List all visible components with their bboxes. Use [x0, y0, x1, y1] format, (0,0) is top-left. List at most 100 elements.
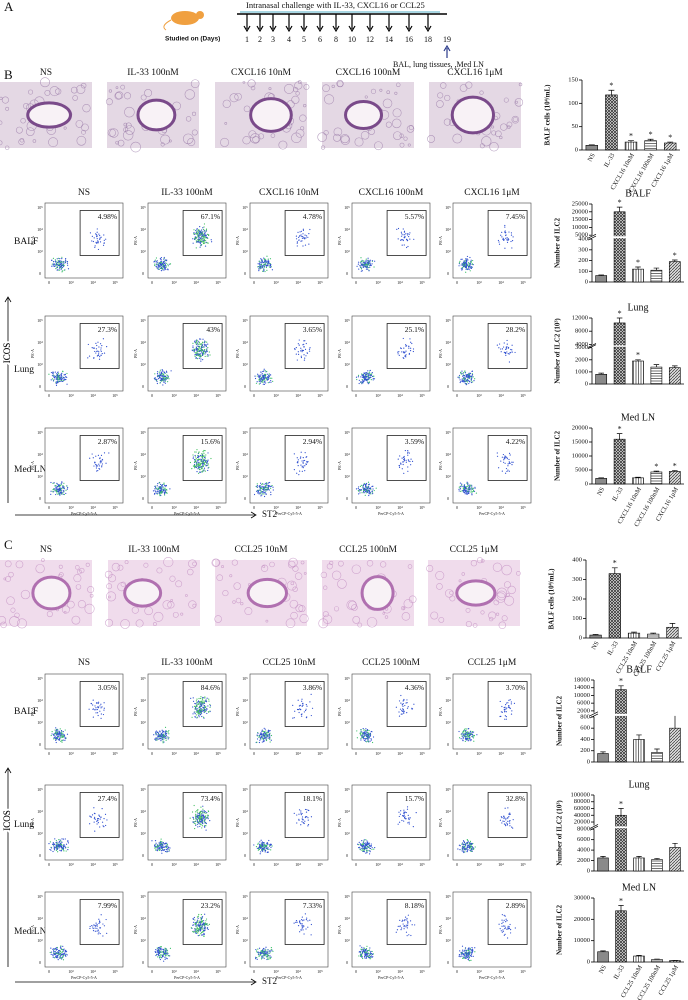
flow-tick: 10³ [344, 474, 350, 479]
event-dot [261, 380, 262, 381]
event-dot [204, 810, 205, 811]
flow-tick: 10⁵ [242, 676, 248, 681]
event-dot [368, 264, 369, 265]
event-dot [94, 462, 95, 463]
event-dot [401, 351, 402, 352]
event-dot [272, 381, 273, 382]
event-dot [57, 489, 58, 490]
event-dot [357, 737, 358, 738]
event-dot [365, 379, 366, 380]
event-dot [403, 338, 404, 339]
event-dot [52, 372, 53, 373]
event-dot [96, 821, 97, 822]
event-dot [301, 351, 302, 352]
event-dot [368, 850, 369, 851]
event-dot [59, 735, 60, 736]
event-dot [464, 487, 465, 488]
event-dot [50, 494, 51, 495]
event-dot [61, 257, 62, 258]
event-dot [55, 729, 56, 730]
event-dot [399, 467, 400, 468]
event-dot [465, 741, 466, 742]
event-dot [260, 372, 261, 373]
event-dot [97, 232, 98, 233]
event-dot [507, 237, 508, 238]
event-dot [195, 811, 196, 812]
event-dot [271, 486, 272, 487]
event-dot [164, 372, 165, 373]
event-dot [505, 349, 506, 350]
event-dot [464, 261, 465, 262]
event-dot [94, 813, 95, 814]
event-dot [263, 491, 264, 492]
flow-tick: 0 [447, 742, 449, 747]
event-dot [100, 343, 101, 344]
event-dot [362, 844, 363, 845]
event-dot [504, 225, 505, 226]
event-dot [54, 490, 55, 491]
event-dot [162, 370, 163, 371]
event-dot [57, 491, 58, 492]
event-dot [61, 740, 62, 741]
event-dot [273, 489, 274, 490]
flow-axis-label: PE-A [30, 461, 35, 470]
event-dot [158, 264, 159, 265]
event-dot [258, 263, 259, 264]
event-dot [306, 704, 307, 705]
event-dot [199, 709, 200, 710]
airway [125, 580, 161, 606]
flow-tick: 0 [456, 505, 458, 510]
event-dot [62, 378, 63, 379]
event-dot [66, 384, 67, 385]
event-dot [303, 350, 304, 351]
event-dot [166, 740, 167, 741]
event-dot [154, 378, 155, 379]
event-dot [154, 844, 155, 845]
event-dot [56, 491, 57, 492]
event-dot [459, 490, 460, 491]
event-dot [403, 820, 404, 821]
event-dot [367, 740, 368, 741]
event-dot [196, 247, 197, 248]
event-dot [363, 381, 364, 382]
event-dot [498, 241, 499, 242]
event-dot [206, 349, 207, 350]
event-dot [55, 494, 56, 495]
event-dot [153, 734, 154, 735]
event-dot [304, 235, 305, 236]
event-dot [100, 462, 101, 463]
event-dot [296, 238, 297, 239]
event-dot [402, 704, 403, 705]
event-dot [365, 852, 366, 853]
event-dot [157, 266, 158, 267]
event-dot [164, 261, 165, 262]
event-dot [159, 482, 160, 483]
event-dot [413, 704, 414, 705]
event-dot [356, 379, 357, 380]
event-dot [160, 258, 161, 259]
event-dot [257, 375, 258, 376]
event-dot [409, 354, 410, 355]
event-dot [260, 379, 261, 380]
event-dot [404, 244, 405, 245]
event-dot [198, 347, 199, 348]
event-dot [56, 733, 57, 734]
flow-tick: 10⁴ [90, 393, 96, 398]
event-dot [165, 843, 166, 844]
event-dot [203, 700, 204, 701]
event-dot [462, 267, 463, 268]
event-dot [161, 261, 162, 262]
event-dot [204, 234, 205, 235]
event-dot [400, 814, 401, 815]
event-dot [98, 703, 99, 704]
event-dot [505, 715, 506, 716]
event-dot [363, 851, 364, 852]
event-dot [207, 356, 208, 357]
flow-tick: 10⁵ [215, 505, 221, 510]
event-dot [499, 244, 500, 245]
event-dot [167, 844, 168, 845]
event-dot [198, 235, 199, 236]
event-dot [54, 844, 55, 845]
event-dot [465, 264, 466, 265]
event-dot [469, 485, 470, 486]
